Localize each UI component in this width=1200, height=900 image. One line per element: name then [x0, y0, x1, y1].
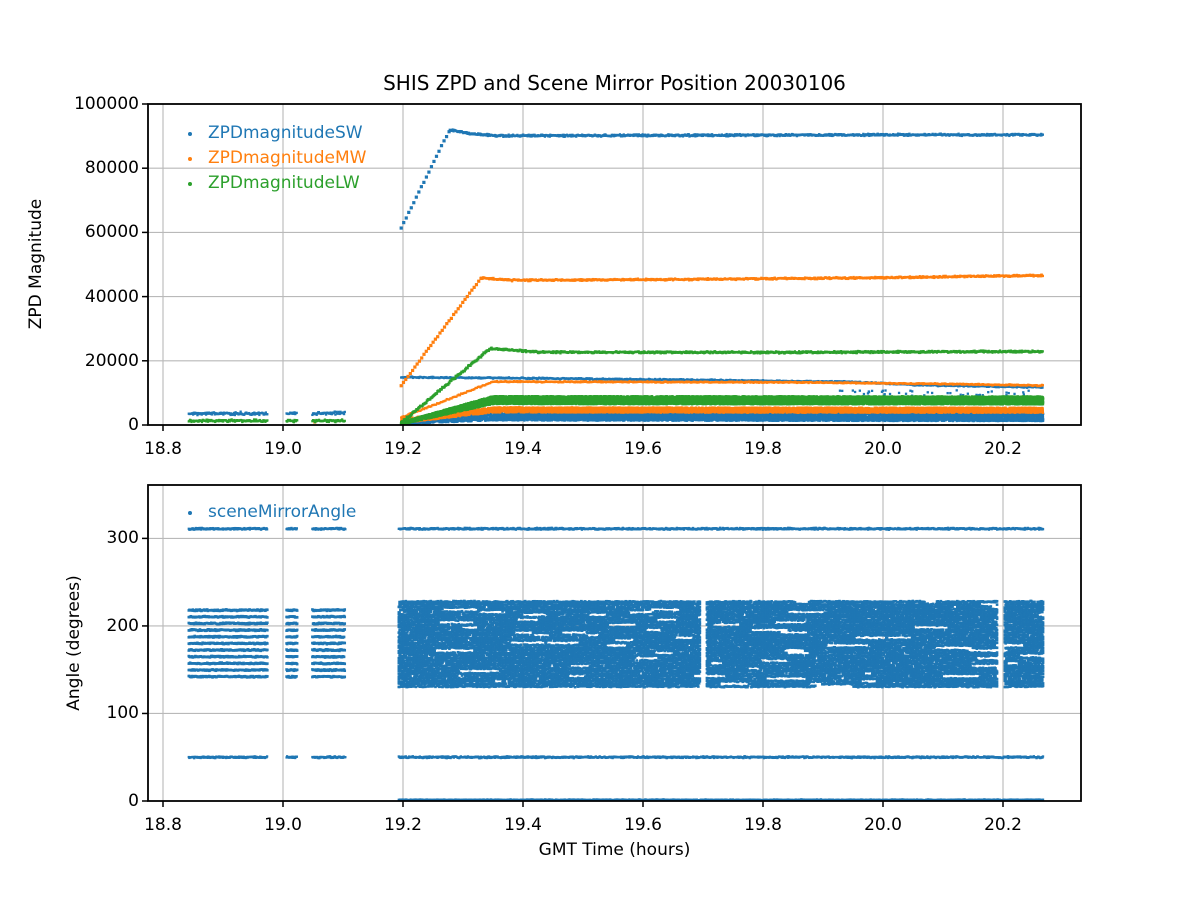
legend-entry-lw: ZPDmagnitudeLW — [176, 171, 366, 196]
legend-entry-sw: ZPDmagnitudeSW — [176, 121, 366, 146]
zpd-y-tick-label: 80000 — [84, 158, 139, 179]
x-axis-label: GMT Time (hours) — [538, 840, 691, 860]
angle-x-tick-label: 19.4 — [504, 815, 542, 835]
legend-marker-dot — [188, 156, 192, 161]
angle-x-tick-label: 19.2 — [384, 815, 422, 835]
zpd-x-tick-label: 19.8 — [744, 439, 782, 459]
angle-x-tick-label: 20.2 — [984, 815, 1022, 835]
angle-x-tick-label: 19.8 — [744, 815, 782, 835]
zpd-y-tick-label: 0 — [128, 415, 139, 435]
legend-marker-dot — [188, 131, 192, 136]
zpd-y-tick-label: 20000 — [84, 350, 139, 371]
zpd-x-tick-label: 20.0 — [864, 439, 902, 459]
legend-label-lw: ZPDmagnitudeLW — [208, 173, 360, 193]
zpd-y-axis-label: ZPD Magnitude — [26, 198, 46, 330]
angle-y-axis-label: Angle (degrees) — [64, 575, 84, 711]
angle-y-tick-label: 200 — [106, 615, 139, 636]
angle-x-tick-label: 19.0 — [264, 815, 302, 835]
angle-legend: sceneMirrorAngle — [176, 500, 356, 525]
zpd-y-tick-label: 60000 — [84, 222, 139, 243]
legend-marker-dot — [188, 181, 192, 186]
zpd-x-tick-label: 19.6 — [624, 439, 662, 459]
zpd-x-tick-label: 19.4 — [504, 439, 542, 459]
legend-label-scene-mirror: sceneMirrorAngle — [208, 502, 357, 522]
zpd-y-tick-label: 100000 — [74, 94, 139, 114]
zpd-y-tick-label: 40000 — [84, 286, 139, 307]
chart-title: SHIS ZPD and Scene Mirror Position 20030… — [383, 71, 846, 95]
angle-x-tick-label: 19.6 — [624, 815, 662, 835]
angle-y-tick-label: 0 — [128, 791, 139, 811]
zpd-x-tick-label: 19.0 — [264, 439, 302, 459]
legend-entry-mw: ZPDmagnitudeMW — [176, 146, 366, 171]
legend-label-sw: ZPDmagnitudeSW — [208, 123, 363, 143]
zpd-legend: ZPDmagnitudeSW ZPDmagnitudeMW ZPDmagnitu… — [176, 121, 366, 196]
angle-x-tick-label: 20.0 — [864, 815, 902, 835]
zpd-x-tick-label: 20.2 — [984, 439, 1022, 459]
angle-y-tick-label: 100 — [106, 703, 139, 724]
legend-label-mw: ZPDmagnitudeMW — [208, 148, 367, 168]
legend-entry-scene-mirror: sceneMirrorAngle — [176, 500, 356, 525]
legend-marker-dot — [188, 510, 192, 515]
zpd-x-tick-label: 18.8 — [144, 439, 182, 459]
zpd-x-tick-label: 19.2 — [384, 439, 422, 459]
angle-x-tick-label: 18.8 — [144, 815, 182, 835]
angle-y-tick-label: 300 — [106, 528, 139, 549]
